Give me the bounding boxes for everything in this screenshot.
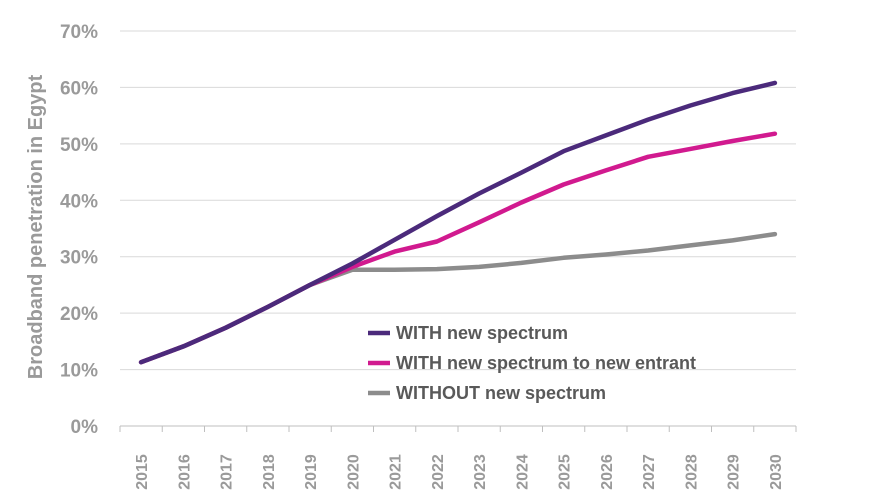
x-tick-label: 2026	[599, 454, 616, 490]
gridlines	[119, 30, 797, 432]
legend-label: WITHOUT new spectrum	[396, 383, 606, 403]
y-tick-label: 70%	[60, 22, 98, 43]
x-tick-label: 2016	[176, 454, 193, 490]
series-line-1	[138, 80, 778, 365]
x-tick-label: 2015	[134, 454, 151, 490]
x-tick-label: 2020	[345, 454, 362, 490]
x-tick-label: 2023	[472, 454, 489, 490]
x-tick-label: 2028	[683, 454, 700, 490]
legend: WITH new spectrum WITH new spectrum to ne…	[368, 323, 696, 403]
y-tick-label: 60%	[60, 78, 98, 99]
legend-label: WITH new spectrum to new entrant	[396, 353, 696, 373]
legend-label: WITH new spectrum	[396, 323, 568, 343]
y-tick-label: 0%	[71, 417, 99, 438]
series-lines	[138, 80, 778, 365]
x-tick-label: 2021	[388, 454, 405, 490]
x-tick-label: 2024	[514, 454, 531, 490]
y-tick-label: 50%	[60, 135, 98, 156]
x-tick-label: 2018	[261, 454, 278, 490]
x-tick-label: 2030	[768, 454, 785, 490]
x-tick-label: 2019	[303, 454, 320, 490]
x-tick-label: 2017	[219, 454, 236, 490]
y-tick-label: 30%	[60, 248, 98, 269]
x-tick-label: 2022	[430, 454, 447, 490]
y-tick-label: 10%	[60, 361, 98, 382]
x-tick-label: 2029	[726, 454, 743, 490]
x-tick-label: 2025	[557, 454, 574, 490]
y-axis-label: Broadband penetration in Egypt	[25, 74, 47, 379]
y-tick-label: 40%	[60, 191, 98, 212]
x-tick-label: 2027	[641, 454, 658, 490]
x-axis-ticks: 2015 2016 2017 2018 2019 2020 2021 2022 2023 2024…	[134, 454, 785, 490]
y-axis-ticks: 0% 10% 20% 30% 40% 50% 60% 70%	[60, 22, 98, 438]
y-tick-label: 20%	[60, 304, 98, 325]
